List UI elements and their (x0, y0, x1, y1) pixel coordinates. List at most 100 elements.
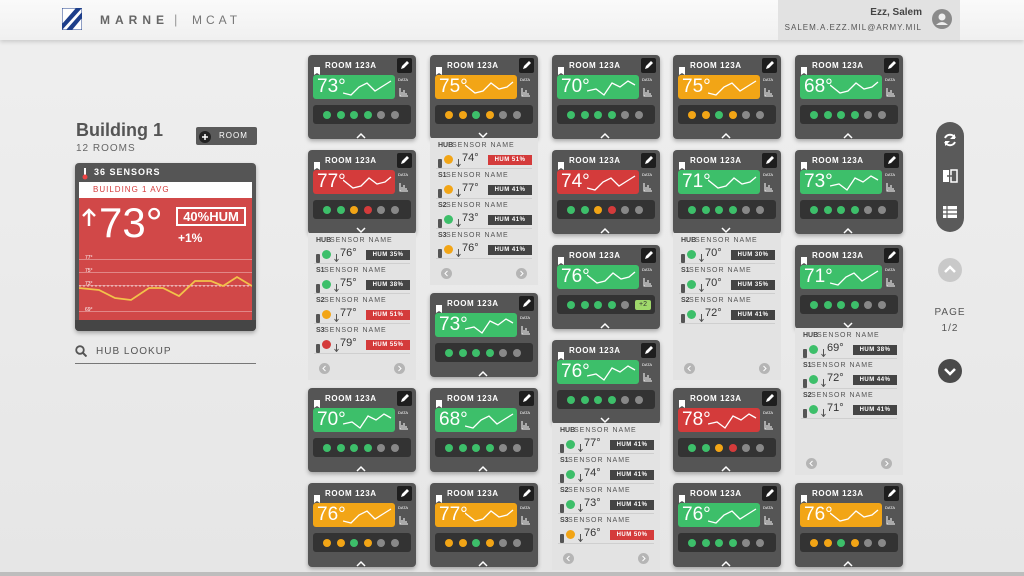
chevron[interactable] (842, 222, 854, 240)
edit-button[interactable] (641, 248, 656, 268)
next-sensors[interactable] (516, 266, 527, 284)
chevron[interactable] (842, 127, 854, 145)
page-down[interactable] (938, 359, 962, 388)
edit-button[interactable] (884, 58, 899, 78)
room-name: ROOM 123A (812, 156, 864, 165)
edit-button[interactable] (397, 391, 412, 411)
chevron[interactable] (599, 222, 611, 240)
sensor-divider (801, 388, 897, 389)
avatar[interactable] (932, 9, 952, 34)
battery-icon (316, 280, 320, 298)
chevron[interactable] (477, 365, 489, 383)
icon-part (520, 270, 524, 277)
trend-arrow (699, 249, 704, 267)
chevron[interactable] (355, 460, 367, 478)
data-icon[interactable] (399, 417, 409, 435)
chevron[interactable] (599, 317, 611, 335)
data-icon[interactable] (399, 84, 409, 102)
next-sensors[interactable] (638, 551, 649, 569)
status-dot (390, 539, 399, 547)
data-icon[interactable] (399, 512, 409, 530)
edit-button[interactable] (397, 153, 412, 173)
list-icon[interactable] (942, 204, 958, 225)
chevron[interactable] (720, 222, 732, 240)
swap-icon[interactable] (942, 168, 958, 189)
icon-part (888, 489, 896, 497)
hub-lookup[interactable]: HUB LOOKUP (96, 346, 172, 357)
trend-arrow (456, 214, 461, 232)
sparkline (707, 77, 758, 102)
data-icon[interactable] (764, 84, 774, 102)
data-icon[interactable] (886, 274, 896, 292)
edit-button[interactable] (519, 296, 534, 316)
sparkline (586, 267, 637, 292)
data-icon[interactable] (643, 179, 653, 197)
status-dot (634, 111, 643, 119)
chevron[interactable] (720, 555, 732, 573)
edit-button[interactable] (884, 248, 899, 268)
edit-button[interactable] (884, 486, 899, 506)
data-icon[interactable] (643, 369, 653, 387)
prev-sensors[interactable] (319, 361, 330, 379)
sensor-divider (679, 323, 775, 324)
battery-icon (560, 500, 564, 518)
edit-button[interactable] (519, 486, 534, 506)
chevron[interactable] (720, 127, 732, 145)
chevron[interactable] (477, 127, 489, 145)
edit-button[interactable] (884, 153, 899, 173)
chevron[interactable] (842, 555, 854, 573)
edit-button[interactable] (641, 343, 656, 363)
data-icon[interactable] (521, 417, 531, 435)
next-sensors[interactable] (394, 361, 405, 379)
chevron[interactable] (355, 127, 367, 145)
edit-button[interactable] (762, 391, 777, 411)
data-icon[interactable] (399, 179, 409, 197)
chevron[interactable] (842, 317, 854, 335)
prev-sensors[interactable] (441, 266, 452, 284)
data-icon[interactable] (521, 84, 531, 102)
data-icon[interactable] (643, 274, 653, 292)
icon-part (82, 174, 88, 180)
data-icon[interactable] (886, 179, 896, 197)
data-icon[interactable] (764, 417, 774, 435)
edit-button[interactable] (762, 58, 777, 78)
icon (886, 183, 895, 192)
data-icon[interactable] (764, 512, 774, 530)
chevron[interactable] (599, 127, 611, 145)
edit-button[interactable] (641, 58, 656, 78)
chevron[interactable] (355, 222, 367, 240)
refresh-icon[interactable] (942, 132, 958, 153)
page-up[interactable] (938, 258, 962, 287)
data-icon[interactable] (764, 179, 774, 197)
chevron[interactable] (355, 555, 367, 573)
edit-button[interactable] (519, 391, 534, 411)
data-icon[interactable] (521, 512, 531, 530)
edit-button[interactable] (641, 153, 656, 173)
add-room-button[interactable]: ROOM (196, 127, 257, 145)
chevron[interactable] (599, 412, 611, 430)
data-icon[interactable] (886, 84, 896, 102)
edit-button[interactable] (519, 58, 534, 78)
prev-sensors[interactable] (563, 551, 574, 569)
chevron[interactable] (477, 555, 489, 573)
icon-part (558, 257, 564, 265)
data-icon[interactable] (643, 84, 653, 102)
icon (821, 409, 826, 418)
edit-button[interactable] (762, 486, 777, 506)
icon-part (334, 314, 339, 323)
edit-button[interactable] (397, 58, 412, 78)
chevron[interactable] (720, 460, 732, 478)
room-temp: 78° (682, 409, 711, 430)
next-sensors[interactable] (881, 456, 892, 474)
status-dot (390, 111, 399, 119)
edit-button[interactable] (397, 486, 412, 506)
prev-sensors[interactable] (806, 456, 817, 474)
sensor-name: SENSOR NAME (324, 267, 387, 274)
chevron[interactable] (477, 460, 489, 478)
data-icon[interactable] (886, 512, 896, 530)
status-dot (472, 111, 480, 119)
data-icon[interactable] (521, 322, 531, 340)
next-sensors[interactable] (759, 361, 770, 379)
edit-button[interactable] (762, 153, 777, 173)
prev-sensors[interactable] (684, 361, 695, 379)
